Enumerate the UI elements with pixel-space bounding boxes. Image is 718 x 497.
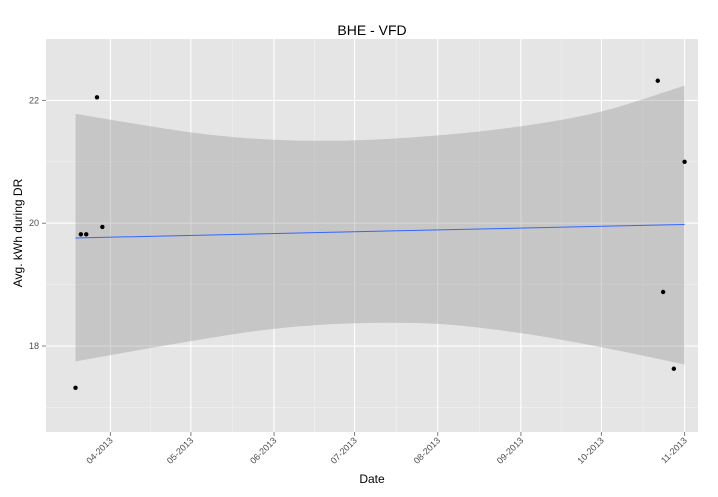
y-axis-ticks: 18 20 22 xyxy=(29,95,46,351)
x-tick-label: 04-2013 xyxy=(84,435,114,465)
plot-panel xyxy=(46,39,698,432)
x-tick-label: 10-2013 xyxy=(575,435,605,465)
y-tick-label: 20 xyxy=(29,218,39,228)
data-point xyxy=(84,232,89,237)
data-point xyxy=(660,289,666,295)
data-point xyxy=(671,366,677,371)
trend-line xyxy=(75,223,685,239)
data-point xyxy=(94,95,100,100)
x-tick-label: 08-2013 xyxy=(412,435,442,465)
minor-grid xyxy=(46,39,698,432)
data-point xyxy=(78,232,84,237)
confidence-band xyxy=(75,85,685,365)
data-point xyxy=(682,159,687,165)
y-tick-label: 22 xyxy=(29,95,39,105)
x-tick-label: 05-2013 xyxy=(165,435,195,465)
data-points xyxy=(73,78,687,390)
data-point xyxy=(100,224,105,230)
x-tick-label: 06-2013 xyxy=(248,435,278,465)
data-point xyxy=(655,78,660,83)
data-point xyxy=(73,385,78,390)
x-axis-title: Date xyxy=(359,472,385,486)
x-tick-label: 07-2013 xyxy=(329,435,359,465)
x-axis-ticks: 04-2013 05-2013 06-2013 07-2013 08-2013 09-20… xyxy=(84,432,689,466)
chart-title: BHE - VFD xyxy=(337,22,406,38)
y-axis-title: Avg. kWh during DR xyxy=(11,178,25,287)
x-tick-label: 09-2013 xyxy=(495,435,525,465)
y-tick-label: 18 xyxy=(29,341,39,351)
x-tick-label: 11-2013 xyxy=(659,435,689,465)
